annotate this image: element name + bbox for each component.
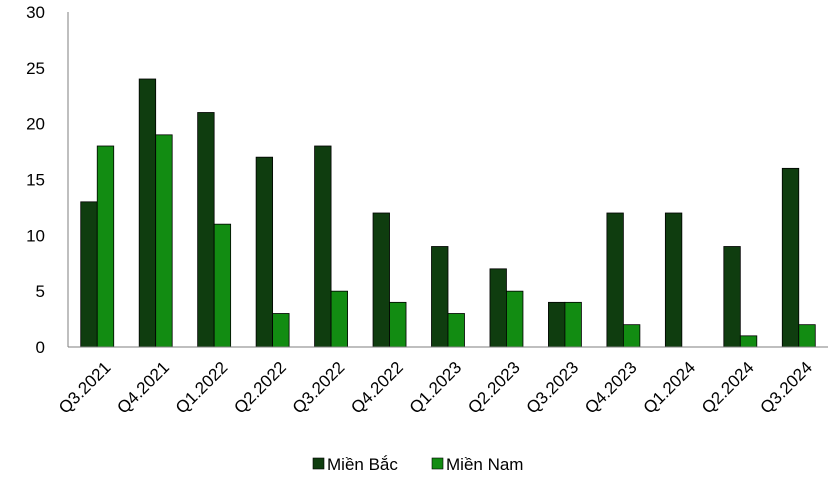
- bar-mien-nam-Q3.2023: [564, 301, 582, 348]
- y-tick-label: 20: [26, 115, 45, 134]
- x-tick-label: Q3.2023: [523, 358, 583, 418]
- bar-mien-nam-Q3.2022: [330, 290, 348, 348]
- legend-label-mien-nam: Miền Nam: [446, 455, 523, 474]
- bar-mien-nam-Q1.2022: [213, 223, 232, 348]
- y-tick-label: 25: [26, 59, 45, 78]
- bar-mien-nam-Q2.2022: [272, 313, 290, 348]
- bar-mien-nam-Q3.2021: [96, 145, 115, 348]
- x-tick-label: Q1.2023: [406, 358, 466, 418]
- bar-mien-bac-Q3.2022: [314, 145, 332, 348]
- x-tick-label: Q4.2021: [113, 358, 173, 418]
- y-tick-label: 15: [26, 171, 45, 190]
- x-tick-labels: Q3.2021Q4.2021Q1.2022Q2.2022Q3.2022Q4.20…: [55, 358, 816, 418]
- y-tick-label: 30: [26, 3, 45, 22]
- bar-mien-bac-Q1.2024: [664, 212, 683, 348]
- x-tick-label: Q2.2024: [698, 358, 758, 418]
- bar-mien-bac-Q4.2021: [138, 78, 157, 348]
- bar-mien-nam-Q4.2022: [389, 301, 407, 348]
- x-tick-label: Q3.2021: [55, 358, 115, 418]
- bar-mien-nam-Q4.2023: [622, 324, 641, 348]
- x-tick-label: Q4.2022: [347, 358, 407, 418]
- legend-swatch-mien-nam: [431, 457, 444, 470]
- y-tick-labels: 0 5 10 15 20 25 30: [26, 3, 45, 357]
- bar-mien-nam-Q2.2024: [739, 335, 758, 348]
- legend-swatch-mien-bac: [312, 457, 325, 470]
- bar-mien-bac-Q3.2021: [80, 201, 98, 348]
- x-tick-label: Q1.2024: [640, 358, 700, 418]
- bar-mien-bac-Q2.2022: [255, 156, 274, 348]
- bar-mien-bac-Q3.2024: [781, 167, 800, 348]
- bar-mien-bac-Q1.2022: [197, 112, 215, 348]
- y-tick-label: 10: [26, 226, 45, 245]
- y-tick-label: 5: [36, 282, 45, 301]
- bar-mien-nam-Q2.2023: [506, 290, 524, 348]
- bar-mien-nam-Q4.2021: [155, 134, 173, 348]
- bar-mien-nam-Q1.2023: [447, 313, 465, 348]
- bar-mien-bac-Q4.2023: [606, 212, 624, 348]
- bar-mien-bac-Q1.2023: [431, 246, 449, 348]
- bar-mien-bac-Q4.2022: [372, 212, 390, 348]
- bar-mien-bac-Q2.2023: [489, 268, 507, 348]
- bar-mien-bac-Q2.2024: [723, 246, 741, 348]
- x-tick-label: Q3.2024: [757, 358, 817, 418]
- x-tick-label: Q4.2023: [581, 358, 641, 418]
- x-tick-label: Q3.2022: [289, 358, 349, 418]
- y-tick-label: 0: [36, 338, 45, 357]
- legend-label-mien-bac: Miền Bắc: [327, 455, 398, 474]
- x-tick-label: Q2.2023: [464, 358, 524, 418]
- x-tick-label: Q2.2022: [230, 358, 290, 418]
- x-tick-label: Q1.2022: [172, 358, 232, 418]
- bar-mien-nam-Q3.2024: [798, 324, 816, 348]
- bars-group: [80, 78, 816, 348]
- legend: Miền Bắc Miền Nam: [312, 455, 523, 474]
- bar-mien-bac-Q3.2023: [548, 301, 566, 348]
